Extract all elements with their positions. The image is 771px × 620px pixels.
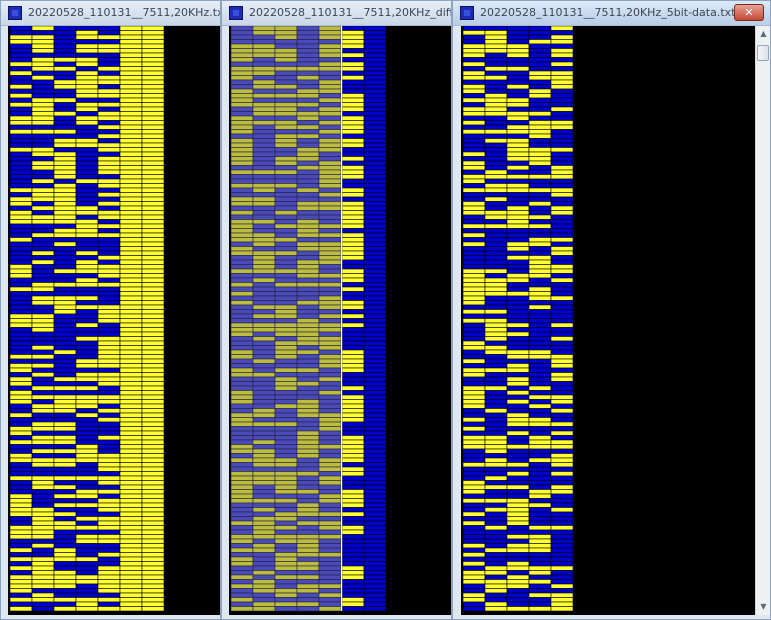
bit-grid-view[interactable] <box>229 26 451 615</box>
close-button[interactable]: ✕ <box>734 4 764 21</box>
bit-grid-view[interactable] <box>461 26 755 615</box>
bit-grid <box>462 26 574 612</box>
scroll-thumb[interactable] <box>757 45 769 61</box>
document-icon <box>8 6 22 20</box>
bit-grid <box>230 26 387 612</box>
vertical-scrollbar[interactable]: ▲ ▼ <box>755 26 770 615</box>
bit-grid-view[interactable] <box>8 26 220 615</box>
bit-grid <box>9 26 165 612</box>
window-title: 20220528_110131__7511,20KHz_5bit-data.tx… <box>480 6 755 19</box>
window-raw-data[interactable]: 20220528_110131__7511,20KHz.txt <box>0 0 221 620</box>
window-5bit-data[interactable]: 20220528_110131__7511,20KHz_5bit-data.tx… <box>452 0 771 620</box>
scroll-down-icon[interactable]: ▼ <box>760 602 767 611</box>
window-title: 20220528_110131__7511,20KHz.txt <box>28 6 221 19</box>
title-bar[interactable]: 20220528_110131__7511,20KHz_5bit-data.tx… <box>453 1 770 26</box>
window-diff-data[interactable]: 20220528_110131__7511,20KHz_diff.txt <box>221 0 452 620</box>
document-icon <box>460 6 474 20</box>
title-bar[interactable]: 20220528_110131__7511,20KHz_diff.txt <box>222 1 451 26</box>
scroll-up-icon[interactable]: ▲ <box>760 29 767 38</box>
document-icon <box>229 6 243 20</box>
window-title: 20220528_110131__7511,20KHz_diff.txt <box>249 6 452 19</box>
title-bar[interactable]: 20220528_110131__7511,20KHz.txt <box>1 1 220 26</box>
